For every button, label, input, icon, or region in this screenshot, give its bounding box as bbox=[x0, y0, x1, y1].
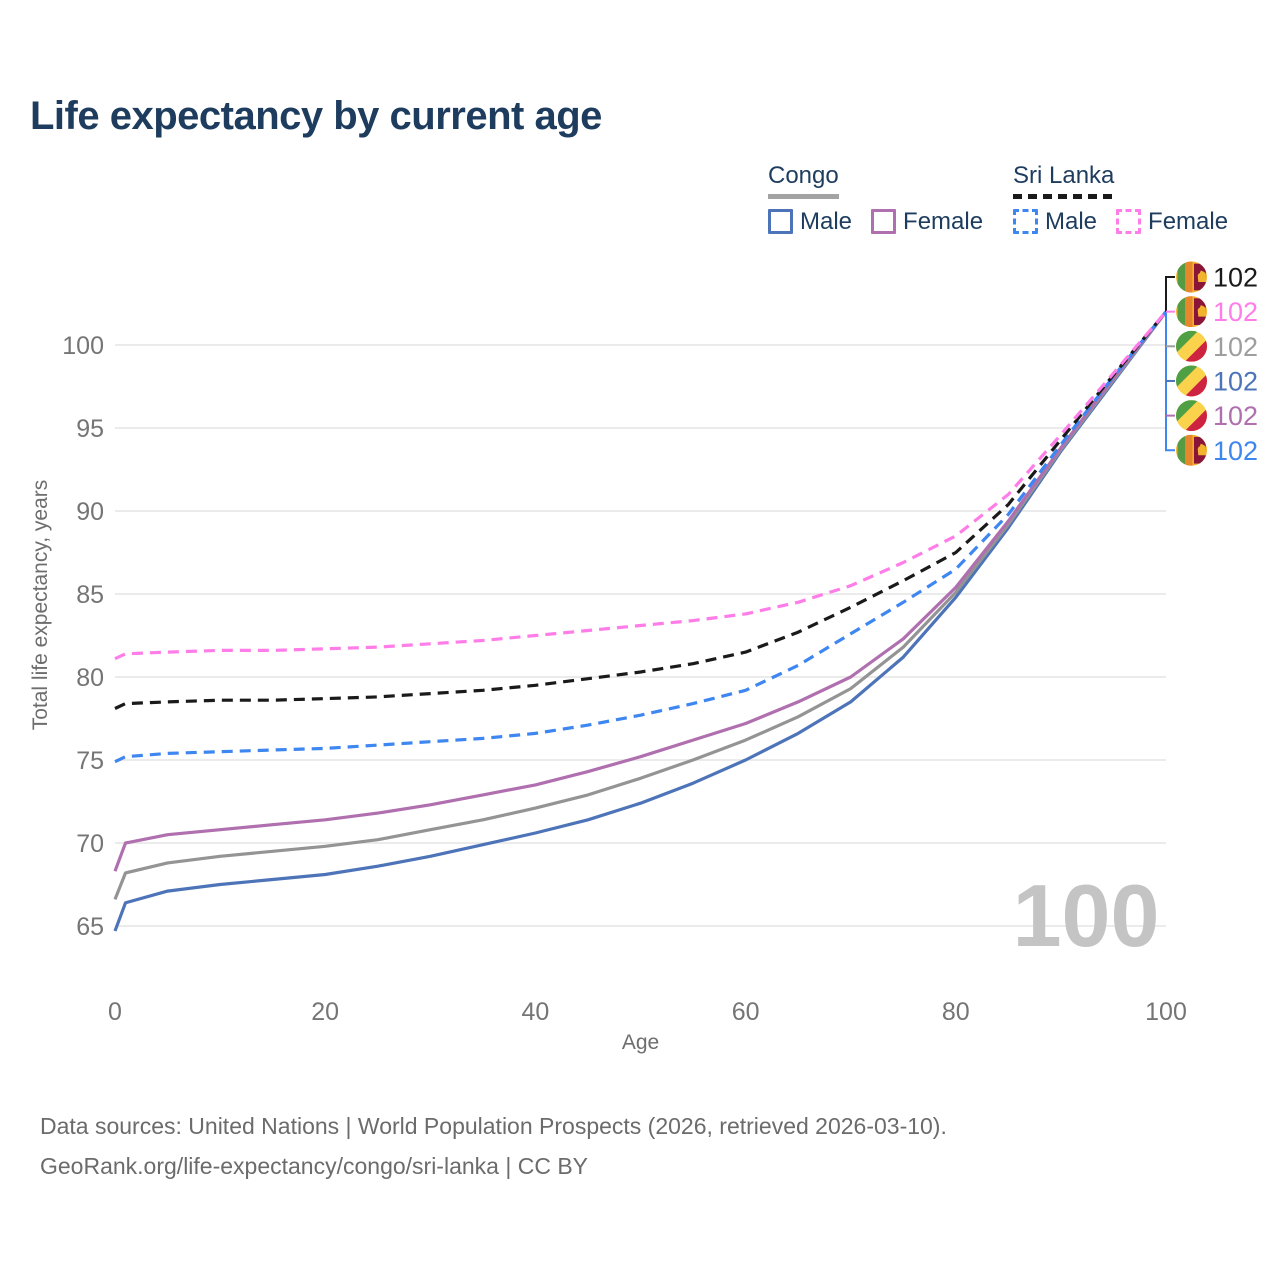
congo-flag-icon bbox=[1176, 330, 1207, 362]
sri-lanka-flag-icon bbox=[1176, 296, 1207, 328]
series-line-sri-lanka-female[interactable] bbox=[114, 310, 1168, 661]
legend-item-congo-male[interactable]: Male bbox=[768, 208, 852, 236]
x-tick-label: 20 bbox=[311, 998, 339, 1026]
y-tick-label: 75 bbox=[76, 747, 104, 775]
y-tick-label: 95 bbox=[76, 415, 104, 443]
x-tick-label: 0 bbox=[108, 998, 122, 1026]
legend-item-congo-female-label: Female bbox=[903, 207, 984, 235]
legend-item-congo-male-label: Male bbox=[800, 207, 853, 235]
x-tick-label: 100 bbox=[1145, 998, 1187, 1026]
endpoint-value-sri-lanka-male[interactable]: 102 bbox=[1213, 436, 1258, 466]
series-line-sri-lanka-male[interactable] bbox=[114, 310, 1168, 764]
series-line-congo-male[interactable] bbox=[113, 310, 1168, 932]
endpoint-value-congo-all-[interactable]: 102 bbox=[1213, 332, 1258, 362]
age-watermark: 100 bbox=[1013, 866, 1160, 965]
legend-country-sri-lanka[interactable]: Sri Lanka bbox=[1013, 162, 1115, 199]
y-tick-label: 65 bbox=[76, 913, 104, 941]
x-tick-label: 80 bbox=[942, 998, 970, 1026]
legend-item-sri-lanka-male[interactable]: Male bbox=[1013, 208, 1097, 236]
congo-flag-icon bbox=[1176, 365, 1207, 397]
legend-item-congo-female[interactable]: Female bbox=[871, 208, 983, 236]
legend-item-sri-lanka-female[interactable]: Female bbox=[1116, 208, 1228, 236]
legend-country-sri-lanka-label: Sri Lanka bbox=[1013, 162, 1115, 189]
y-tick-label: 90 bbox=[76, 498, 104, 526]
congo-female-swatch-icon bbox=[871, 209, 897, 234]
congo-solid-line-icon bbox=[768, 194, 839, 199]
sri-lanka-male-swatch-icon bbox=[1013, 209, 1038, 234]
congo-flag-icon bbox=[1176, 400, 1207, 432]
sri-lanka-flag-icon bbox=[1176, 261, 1207, 293]
x-axis-title: Age bbox=[622, 1031, 659, 1054]
sri-lanka-flag-icon bbox=[1176, 434, 1207, 466]
congo-male-swatch-icon bbox=[768, 209, 793, 234]
footer-attribution[interactable]: GeoRank.org/life-expectancy/congo/sri-la… bbox=[40, 1153, 589, 1179]
y-axis-title: Total life expectancy, years bbox=[29, 480, 52, 731]
footer-data-sources: Data sources: United Nations | World Pop… bbox=[40, 1113, 947, 1139]
footer: Data sources: United Nations | World Pop… bbox=[40, 1106, 947, 1186]
series-line-sri-lanka-all-[interactable] bbox=[114, 310, 1168, 710]
endpoint-connector-bottom bbox=[1165, 311, 1175, 452]
series-line-congo-all-[interactable] bbox=[113, 310, 1168, 900]
legend-country-congo[interactable]: Congo bbox=[768, 162, 839, 199]
x-tick-label: 40 bbox=[521, 998, 549, 1026]
endpoint-value-congo-female[interactable]: 102 bbox=[1213, 401, 1258, 431]
legend: Congo Male Female Sri Lanka bbox=[0, 0, 1280, 250]
x-tick-label: 60 bbox=[732, 998, 760, 1026]
legend-group-congo: Congo Male Female bbox=[768, 162, 1002, 236]
endpoint-connector-top bbox=[1165, 276, 1175, 312]
sri-lanka-female-swatch-icon bbox=[1116, 209, 1142, 234]
sri-lanka-dashed-line-icon bbox=[1013, 194, 1115, 199]
legend-country-congo-label: Congo bbox=[768, 162, 839, 189]
endpoint-value-sri-lanka-female[interactable]: 102 bbox=[1213, 297, 1258, 327]
series-line-congo-female[interactable] bbox=[113, 310, 1168, 872]
y-tick-label: 85 bbox=[76, 581, 104, 609]
y-tick-label: 70 bbox=[76, 830, 104, 858]
chart-title: Life expectancy by current age bbox=[30, 94, 602, 138]
y-tick-label: 100 bbox=[62, 332, 104, 360]
endpoint-value-sri-lanka-all-[interactable]: 102 bbox=[1213, 263, 1258, 293]
legend-item-sri-lanka-female-label: Female bbox=[1148, 207, 1229, 235]
legend-group-sri-lanka: Sri Lanka Male Female bbox=[1013, 162, 1247, 236]
legend-item-sri-lanka-male-label: Male bbox=[1045, 207, 1098, 235]
endpoint-value-congo-male[interactable]: 102 bbox=[1213, 366, 1258, 396]
y-tick-label: 80 bbox=[76, 664, 104, 692]
